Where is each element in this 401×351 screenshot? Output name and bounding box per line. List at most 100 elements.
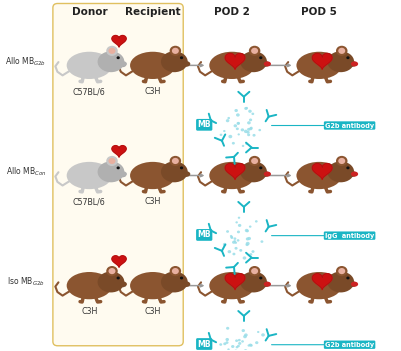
- Circle shape: [241, 340, 244, 343]
- Ellipse shape: [264, 172, 271, 177]
- Text: C57BL/6: C57BL/6: [73, 87, 106, 96]
- Circle shape: [231, 236, 233, 238]
- Circle shape: [227, 250, 231, 253]
- Circle shape: [106, 156, 118, 166]
- Circle shape: [250, 344, 253, 347]
- Ellipse shape: [296, 52, 342, 79]
- Circle shape: [338, 48, 345, 54]
- Ellipse shape: [209, 52, 255, 79]
- Circle shape: [244, 107, 248, 110]
- Circle shape: [117, 56, 120, 59]
- Circle shape: [238, 339, 241, 342]
- Ellipse shape: [296, 162, 342, 189]
- Circle shape: [244, 333, 248, 337]
- Ellipse shape: [97, 51, 124, 72]
- Circle shape: [245, 243, 249, 246]
- Polygon shape: [112, 256, 126, 267]
- Ellipse shape: [67, 272, 112, 299]
- Ellipse shape: [351, 61, 358, 66]
- Ellipse shape: [130, 272, 175, 299]
- Circle shape: [117, 166, 120, 169]
- Circle shape: [225, 338, 229, 341]
- Circle shape: [233, 237, 236, 240]
- Circle shape: [336, 156, 348, 166]
- Ellipse shape: [97, 272, 124, 292]
- Ellipse shape: [181, 61, 190, 67]
- Circle shape: [106, 46, 118, 56]
- Circle shape: [235, 241, 237, 244]
- Circle shape: [225, 341, 229, 344]
- Ellipse shape: [67, 52, 112, 79]
- Polygon shape: [225, 164, 245, 179]
- Circle shape: [247, 344, 250, 347]
- Text: C3H: C3H: [144, 307, 161, 316]
- Circle shape: [246, 230, 249, 232]
- Circle shape: [338, 158, 345, 164]
- Circle shape: [247, 131, 250, 134]
- Circle shape: [235, 247, 238, 250]
- Polygon shape: [112, 146, 126, 157]
- Circle shape: [247, 237, 251, 240]
- Circle shape: [180, 166, 183, 169]
- Text: G2b antibody: G2b antibody: [325, 122, 374, 128]
- Text: Allo MB$_{Con}$: Allo MB$_{Con}$: [6, 166, 46, 178]
- Circle shape: [109, 268, 115, 274]
- Ellipse shape: [327, 51, 354, 72]
- Circle shape: [223, 130, 225, 132]
- Polygon shape: [312, 274, 332, 290]
- Circle shape: [226, 119, 229, 122]
- Ellipse shape: [240, 272, 267, 292]
- Circle shape: [249, 119, 252, 121]
- Circle shape: [229, 135, 232, 138]
- Polygon shape: [112, 35, 126, 47]
- Circle shape: [236, 346, 238, 348]
- Text: MB: MB: [197, 339, 211, 349]
- Circle shape: [235, 109, 238, 112]
- Ellipse shape: [161, 51, 188, 72]
- Circle shape: [172, 48, 179, 54]
- Circle shape: [259, 56, 262, 59]
- Circle shape: [233, 253, 235, 256]
- Circle shape: [237, 122, 240, 125]
- Circle shape: [249, 266, 260, 276]
- Circle shape: [242, 145, 244, 147]
- Circle shape: [241, 128, 244, 131]
- Circle shape: [243, 256, 246, 260]
- Circle shape: [236, 113, 240, 117]
- Circle shape: [226, 327, 229, 330]
- Circle shape: [172, 268, 179, 274]
- Circle shape: [251, 250, 255, 253]
- Circle shape: [241, 329, 245, 332]
- Circle shape: [247, 133, 250, 136]
- Circle shape: [257, 331, 259, 333]
- Ellipse shape: [130, 52, 175, 79]
- Ellipse shape: [240, 51, 267, 72]
- Circle shape: [239, 249, 242, 252]
- Circle shape: [220, 134, 222, 136]
- Ellipse shape: [209, 272, 255, 299]
- Circle shape: [235, 339, 238, 342]
- Circle shape: [255, 341, 258, 344]
- Circle shape: [117, 277, 120, 279]
- Circle shape: [258, 129, 261, 131]
- Circle shape: [346, 56, 350, 59]
- Circle shape: [249, 344, 252, 346]
- Circle shape: [259, 277, 262, 279]
- Ellipse shape: [97, 161, 124, 182]
- Ellipse shape: [240, 161, 267, 182]
- Circle shape: [249, 253, 252, 256]
- Polygon shape: [312, 53, 332, 69]
- Circle shape: [235, 221, 238, 224]
- Circle shape: [238, 217, 240, 219]
- Circle shape: [346, 166, 350, 169]
- Ellipse shape: [296, 272, 342, 299]
- Circle shape: [232, 241, 235, 244]
- Circle shape: [245, 107, 248, 109]
- Circle shape: [237, 122, 240, 125]
- Circle shape: [245, 229, 249, 232]
- Circle shape: [244, 130, 248, 133]
- Circle shape: [246, 242, 250, 245]
- Ellipse shape: [347, 171, 357, 177]
- Ellipse shape: [264, 282, 271, 287]
- Ellipse shape: [260, 281, 269, 287]
